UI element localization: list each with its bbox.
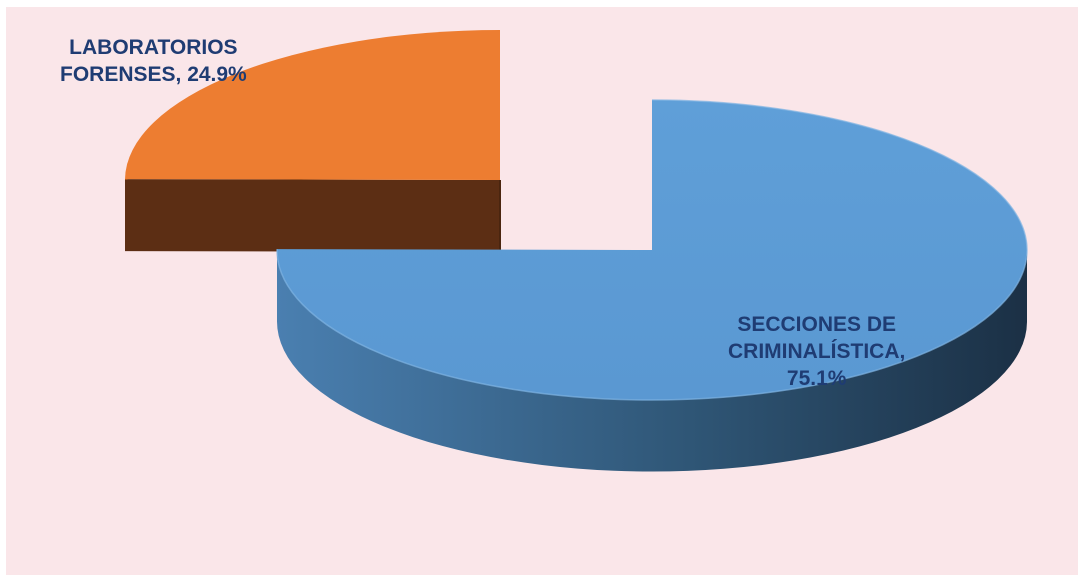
- slice-label-line: SECCIONES DE: [737, 313, 897, 336]
- slice-label-line: LABORATORIOS: [69, 36, 238, 59]
- slice-side-wall: [276, 249, 1027, 472]
- slice-top: [125, 29, 500, 181]
- slice-side-face: [125, 179, 500, 252]
- slice-label-line: FORENSES, 24.9%: [60, 63, 247, 86]
- slice-rim: [276, 99, 1028, 401]
- slice-secciones: [276, 99, 1028, 472]
- slice-laboratorios: [125, 29, 501, 252]
- slice-label-laboratorios: LABORATORIOS FORENSES, 24.9%: [60, 34, 247, 88]
- slice-label-line: CRIMINALÍSTICA,: [728, 340, 906, 363]
- slice-label-secciones: SECCIONES DE CRIMINALÍSTICA, 75.1%: [728, 311, 905, 392]
- slice-top: [276, 100, 1027, 400]
- slice-label-line: 75.1%: [786, 367, 847, 390]
